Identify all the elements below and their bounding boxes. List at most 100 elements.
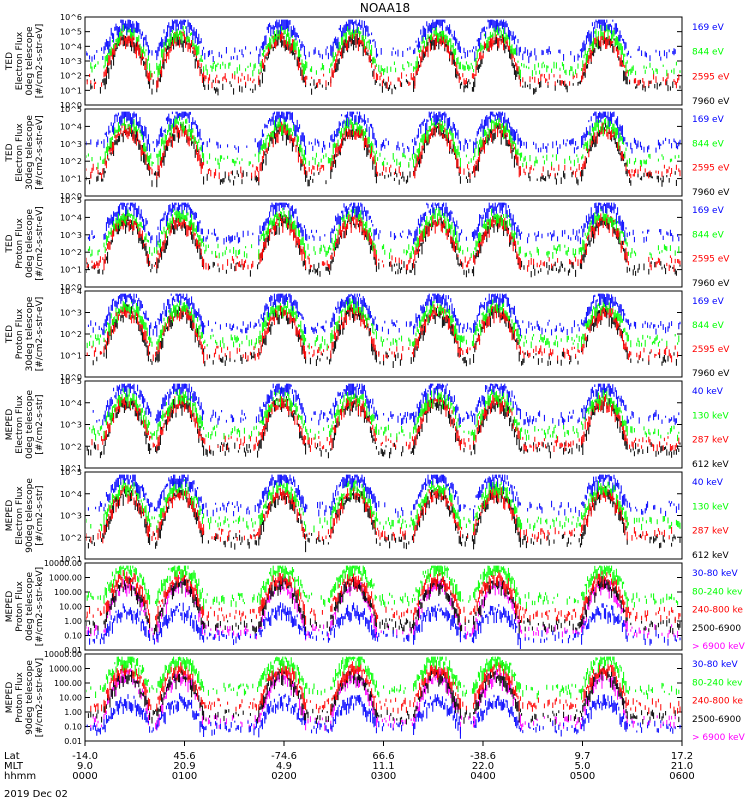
series-marks: [86, 111, 681, 188]
y-tick-label: 10^6: [60, 13, 82, 22]
x-row-label: MLT: [4, 761, 24, 772]
x-row-label: Lat: [4, 751, 20, 762]
y-axis-label: 0deg telescope: [25, 26, 35, 96]
y-tick-label: 100.00: [54, 679, 82, 688]
series-blue: [86, 19, 676, 64]
y-tick-label: 10^1: [60, 175, 82, 184]
x-tick-hhmm: 0500: [570, 771, 595, 782]
x-tick-hhmm: 0100: [172, 771, 197, 782]
y-tick-label: 10^3: [60, 421, 82, 430]
series-green: [86, 656, 680, 700]
legend-169-ev: 169 eV: [692, 206, 725, 216]
panel-frame: [84, 108, 683, 197]
x-tick-hhmm: 0300: [371, 771, 396, 782]
y-tick-label: 10^1: [60, 352, 82, 361]
x-tick-lat: 17.2: [671, 751, 693, 762]
series-blue: [86, 111, 681, 155]
y-axis-label: MEPED: [5, 500, 15, 532]
x-tick-hhmm: 0000: [72, 771, 97, 782]
legend-169-ev: 169 eV: [692, 115, 725, 125]
y-axis-label: Electron Flux: [15, 31, 25, 90]
series-blue: [87, 602, 681, 649]
series-blue: [86, 693, 681, 739]
panel-meped-p-90deg: 0.01 0.10 1.00 10.00 100.00 1000.00 10000.00 ME…: [5, 650, 746, 746]
y-tick-label: 10^0: [60, 373, 82, 382]
y-tick-label: 10^1: [60, 555, 82, 564]
legend-612-kev: 612 keV: [692, 551, 729, 561]
y-axis-label: 0deg telescope: [25, 390, 35, 460]
y-axis-label: Proton Flux: [15, 672, 25, 723]
series-marks: [86, 383, 681, 459]
legend-2595-ev: 2595 eV: [692, 255, 730, 265]
y-tick-label: 10000.00: [44, 559, 82, 568]
y-tick-label: 1000.00: [49, 574, 82, 583]
y-axis-label: MEPED: [5, 682, 15, 714]
y-axis-label: TED: [5, 325, 15, 344]
legend-2500-6900: 2500-6900: [692, 624, 741, 634]
legend-240-800-ke: 240-800 ke: [692, 697, 743, 707]
y-axis-label: Electron Flux: [15, 123, 25, 182]
legend-169-ev: 169 eV: [692, 297, 725, 307]
y-tick-label: 1000.00: [49, 665, 82, 674]
y-tick-label: 10^2: [60, 533, 82, 542]
y-axis-label: [#/cm2-s-str]: [35, 485, 45, 545]
y-axis-label: TED: [5, 143, 15, 162]
x-tick-hhmm: 0600: [669, 771, 694, 782]
y-tick-label: 10^4: [60, 399, 82, 408]
y-tick-label: 10^2: [60, 330, 82, 339]
y-axis-label: 30deg telescope: [25, 296, 35, 371]
x-row-label: hhmm: [4, 771, 36, 782]
x-tick-lat: 45.6: [173, 751, 195, 762]
y-tick-label: 10^5: [60, 196, 82, 205]
y-axis-label: 0deg telescope: [25, 209, 35, 279]
y-tick-label: 10^3: [60, 140, 82, 149]
y-tick-label: 10^3: [60, 57, 82, 66]
legend-30-80-kev: 30-80 keV: [692, 660, 738, 670]
y-tick-label: 10^2: [60, 157, 82, 166]
legend-7960-ev: 7960 eV: [692, 279, 730, 289]
plot-title: NOAA18: [360, 1, 410, 15]
series-marks: [86, 19, 681, 96]
panel-ted-p-0deg: 10^0 10^1 10^2 10^3 10^4 10^5 TED Proton Flux 0d…: [5, 196, 730, 292]
y-tick-label: 10^0: [60, 283, 82, 292]
series-red: [86, 121, 681, 182]
y-tick-label: 10^2: [60, 248, 82, 257]
y-tick-label: 10000.00: [44, 650, 82, 659]
legend--6900-kev: > 6900 keV: [692, 733, 746, 743]
y-tick-label: 10^4: [60, 287, 82, 296]
legend-80-240-kev: 80-240 kev: [692, 678, 743, 688]
y-axis-label: 90deg telescope: [25, 478, 35, 553]
legend--6900-kev: > 6900 keV: [692, 642, 746, 652]
legend-287-kev: 287 keV: [692, 527, 729, 537]
y-tick-label: 0.01: [64, 646, 82, 655]
legend-40-kev: 40 keV: [692, 478, 724, 488]
y-axis-label: Electron Flux: [15, 395, 25, 454]
legend-7960-ev: 7960 eV: [692, 369, 730, 379]
y-axis-label: [#/cm2-s-str-eV]: [35, 206, 45, 281]
x-tick-lat: -74.6: [271, 751, 297, 762]
x-tick-mlt: 9.0: [77, 761, 93, 772]
panel-ted-p-30deg: 10^0 10^1 10^2 10^3 10^4 TED Proton Flux 30deg …: [5, 287, 730, 382]
x-tick-mlt: 5.0: [575, 761, 591, 772]
panel-frame: [84, 16, 683, 106]
y-axis-label: [#/cm2-s-str-eV]: [35, 297, 45, 372]
panel-meped-p-0deg: 0.01 0.10 1.00 10.00 100.00 1000.00 10000.00 ME…: [5, 559, 746, 655]
legend-287-kev: 287 keV: [692, 436, 729, 446]
panel-frame: [84, 199, 683, 288]
y-tick-label: 10^3: [60, 512, 82, 521]
legend-844-ev: 844 eV: [692, 230, 725, 240]
x-tick-mlt: 4.9: [276, 761, 292, 772]
series-green: [86, 565, 679, 610]
y-tick-label: 100.00: [54, 588, 82, 597]
legend-844-ev: 844 eV: [692, 321, 725, 331]
y-tick-label: 10^5: [60, 105, 82, 114]
y-axis-label: MEPED: [5, 409, 15, 441]
panel-meped-e-0deg: 10^1 10^2 10^3 10^4 10^5 MEPED Electron Flux 0d…: [5, 377, 729, 473]
y-axis-label: Proton Flux: [15, 218, 25, 269]
panel-ted-e-0deg: 10^0 10^1 10^2 10^3 10^4 10^5 10^6 TED Electron …: [5, 13, 730, 110]
series-marks: [86, 202, 681, 278]
series-marks: [86, 565, 681, 649]
y-tick-label: 10.00: [59, 603, 82, 612]
